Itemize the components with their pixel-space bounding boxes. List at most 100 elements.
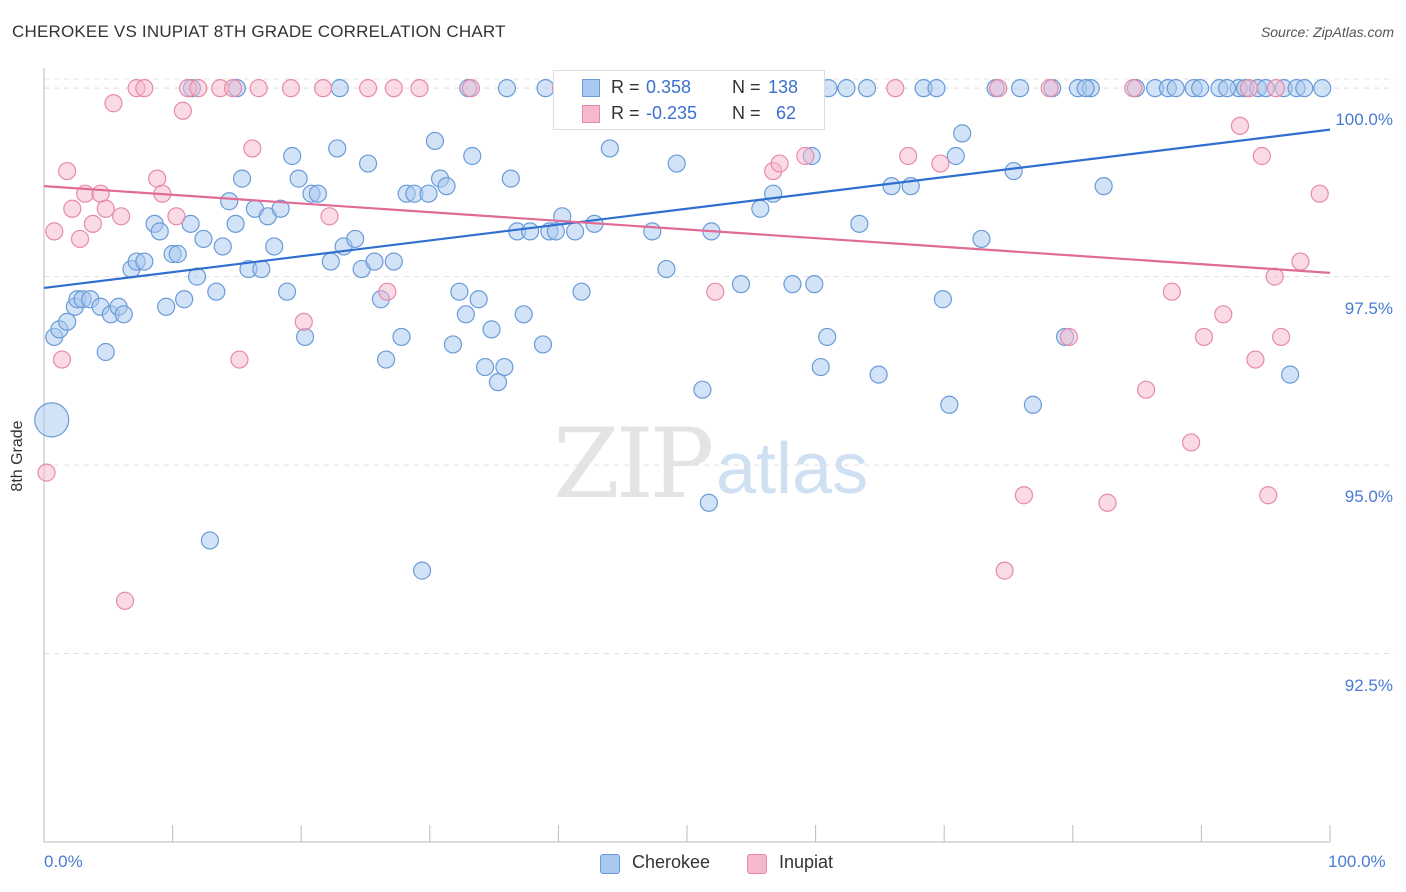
- inupiat-point: [931, 154, 950, 173]
- cherokee-point: [751, 199, 770, 218]
- legend-r-value: -0.235: [646, 103, 698, 123]
- source-label: Source: ZipAtlas.com: [1260, 24, 1394, 40]
- inupiat-point: [83, 214, 102, 233]
- cherokee-point: [811, 357, 830, 377]
- cherokee-point: [283, 146, 302, 166]
- inupiat-point: [706, 282, 725, 301]
- inupiat-point: [1182, 433, 1201, 452]
- cherokee-point: [384, 252, 403, 271]
- inupiat-point: [58, 161, 77, 181]
- cherokee-point: [463, 146, 482, 166]
- cherokee-point: [1191, 79, 1210, 98]
- cherokee-point: [150, 222, 169, 241]
- inupiat-point: [243, 139, 262, 158]
- legend-r-value: 0.358: [646, 77, 692, 97]
- cherokee-point: [882, 177, 901, 196]
- legend-n-value: 138: [768, 77, 799, 97]
- inupiat-point: [135, 79, 154, 98]
- inupiat-point: [45, 222, 64, 241]
- inupiat-legend-label: Inupiat: [779, 852, 834, 872]
- inupiat-point: [1291, 252, 1310, 271]
- cherokee-point: [194, 229, 213, 249]
- cherokee-point: [437, 177, 456, 196]
- cherokee-legend-icon: [600, 854, 620, 874]
- cherokee-point: [501, 169, 520, 188]
- cherokee-point: [265, 237, 284, 256]
- cherokee-point: [469, 290, 488, 309]
- cherokee-point: [600, 139, 619, 158]
- cherokee-point: [818, 327, 837, 347]
- cherokee-point: [1094, 177, 1113, 196]
- y-tick-label: 92.5%: [1344, 675, 1393, 695]
- inupiat-point: [1214, 305, 1233, 324]
- cherokee-point: [643, 222, 662, 241]
- y-tick-label: 97.5%: [1344, 298, 1393, 318]
- inupiat-point: [1014, 486, 1034, 505]
- inupiat-point: [167, 207, 186, 226]
- legend-n-value: 62: [776, 103, 797, 123]
- inupiat-point: [1230, 116, 1250, 135]
- cherokee-point: [536, 79, 555, 98]
- inupiat-point: [995, 561, 1014, 580]
- correlation-legend: R = 0.358 N = 138 R = -0.235 N = 62: [553, 70, 825, 130]
- legend-r-label: R =: [611, 103, 640, 123]
- inupiat-point: [189, 79, 208, 98]
- cherokee-point: [933, 290, 953, 309]
- inupiat-point: [1272, 327, 1291, 347]
- inupiat-point: [1252, 146, 1271, 166]
- cherokee-point: [443, 335, 463, 354]
- cherokee-point: [495, 357, 514, 377]
- inupiat-point: [173, 101, 192, 120]
- cherokee-point: [533, 335, 553, 354]
- cherokee-point: [1295, 79, 1314, 98]
- inupiat-point: [410, 79, 429, 98]
- inupiat-point: [1194, 327, 1214, 347]
- cherokee-point: [1218, 79, 1237, 98]
- cherokee-point: [1313, 79, 1332, 98]
- cherokee-point: [114, 305, 133, 324]
- cherokee-point: [693, 380, 712, 399]
- cherokee-point: [927, 79, 946, 98]
- legend-n-label: N =: [732, 103, 761, 123]
- cherokee-point: [456, 305, 475, 324]
- inupiat-point: [112, 207, 131, 226]
- inupiat-swatch-icon: [582, 105, 600, 123]
- cherokee-point: [308, 184, 328, 203]
- cherokee-point: [168, 244, 187, 264]
- watermark-atlas: atlas: [716, 429, 869, 509]
- inupiat-point: [1040, 79, 1059, 98]
- cherokee-point: [295, 327, 315, 347]
- cherokee-point: [869, 365, 888, 384]
- inupiat-point: [1098, 493, 1117, 512]
- cherokee-point: [175, 290, 194, 309]
- inupiat-point: [461, 79, 481, 98]
- cherokee-point: [1010, 79, 1030, 98]
- inupiat-point: [1059, 327, 1079, 347]
- inupiat-point: [770, 154, 789, 173]
- inupiat-point: [294, 312, 313, 331]
- inupiat-point: [63, 199, 82, 218]
- inupiat-point: [796, 146, 815, 166]
- inupiat-point: [1266, 79, 1286, 98]
- cherokee-point: [667, 154, 686, 173]
- cherokee-point: [419, 184, 438, 203]
- inupiat-point: [1265, 267, 1284, 286]
- cherokee-point: [514, 305, 533, 324]
- cherokee-point: [135, 252, 154, 271]
- cherokee-point: [358, 154, 378, 173]
- inupiat-point: [378, 282, 397, 301]
- inupiat-point: [1239, 79, 1259, 98]
- watermark-zip: ZIP: [553, 408, 714, 520]
- inupiat-point: [1310, 184, 1329, 203]
- inupiat-point: [249, 79, 268, 98]
- cherokee-point: [226, 214, 245, 233]
- inupiat-point: [223, 79, 243, 98]
- inupiat-point: [358, 79, 378, 98]
- inupiat-point: [1162, 282, 1181, 301]
- cherokee-point: [546, 222, 565, 241]
- inupiat-point: [96, 199, 115, 218]
- inupiat-point: [37, 463, 56, 482]
- x-tick-label-min: 0.0%: [44, 852, 83, 871]
- cherokee-legend-label: Cherokee: [632, 852, 711, 872]
- inupiat-trend-line: [43, 185, 1331, 274]
